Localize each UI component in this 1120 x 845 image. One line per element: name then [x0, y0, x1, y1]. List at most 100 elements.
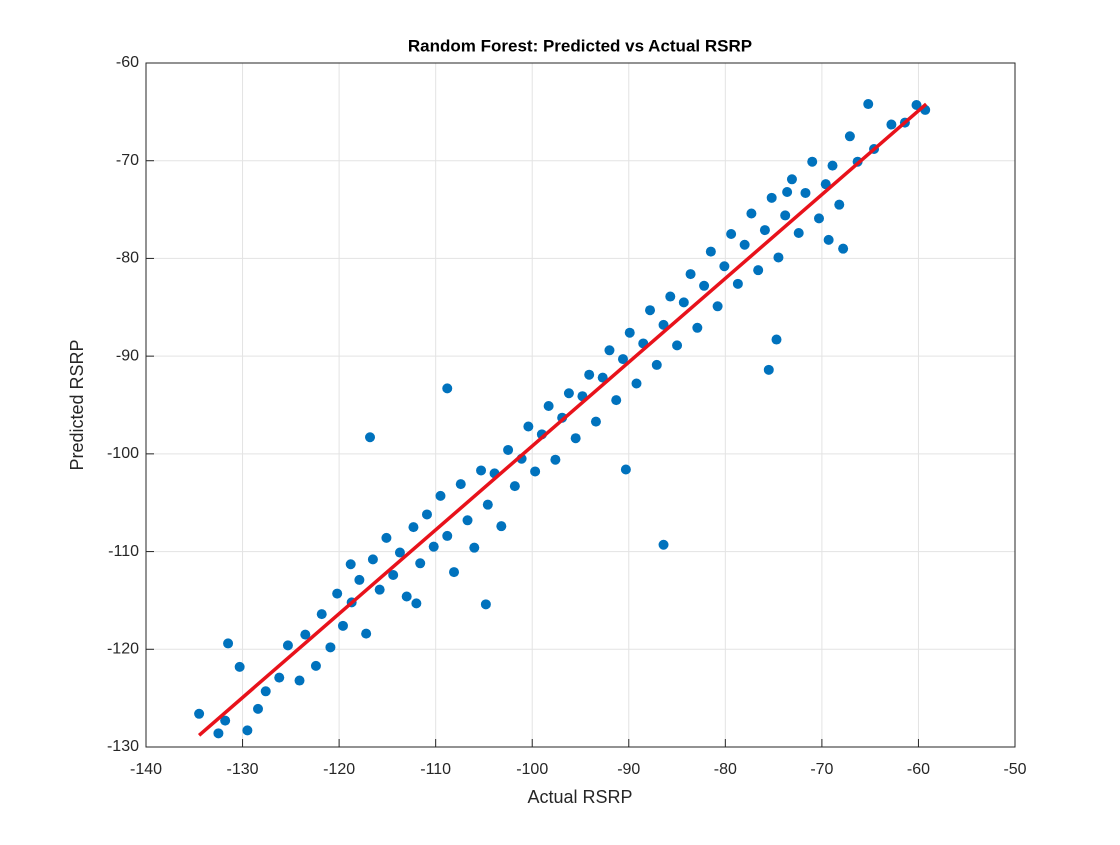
scatter-point [782, 186, 793, 197]
scatter-point [800, 187, 811, 198]
scatter-point [863, 99, 874, 110]
scatter-point [300, 629, 311, 640]
scatter-point [665, 291, 676, 302]
scatter-point [597, 372, 608, 383]
scatter-point [786, 174, 797, 185]
y-axis-label: Predicted RSRP [67, 339, 87, 470]
scatter-point [213, 728, 224, 739]
scatter-point [570, 433, 581, 444]
scatter-point [672, 340, 683, 351]
y-tick-label: -70 [116, 152, 139, 169]
scatter-point [651, 359, 662, 370]
scatter-point [523, 421, 534, 432]
chart-title: Random Forest: Predicted vs Actual RSRP [408, 36, 752, 55]
scatter-point [807, 156, 818, 167]
scatter-point [705, 246, 716, 257]
scatter-point [361, 628, 372, 639]
scatter-point [719, 261, 730, 272]
scatter-point [604, 345, 615, 356]
scatter-point [220, 715, 231, 726]
scatter-point [274, 672, 285, 683]
y-tick-label: -100 [107, 445, 139, 462]
scatter-point [813, 213, 824, 224]
scatter-point [732, 278, 743, 289]
scatter-point [530, 466, 541, 477]
scatter-point [793, 228, 804, 239]
scatter-point [645, 305, 656, 316]
y-tick-label: -110 [108, 543, 139, 560]
scatter-point [827, 160, 838, 171]
scatter-point [753, 265, 764, 276]
scatter-point [699, 280, 710, 291]
y-tick-label: -80 [116, 250, 139, 267]
scatter-point [759, 225, 770, 236]
scatter-point [685, 269, 696, 280]
scatter-point [310, 660, 321, 671]
scatter-point [316, 609, 327, 620]
scatter-point [766, 192, 777, 203]
scatter-point [712, 301, 723, 312]
scatter-point [374, 584, 385, 595]
scatter-point [242, 725, 253, 736]
x-tick-label: -100 [516, 761, 548, 778]
scatter-point [435, 490, 446, 501]
scatter-point [620, 464, 631, 475]
scatter-point [365, 432, 376, 443]
scatter-point [482, 499, 493, 510]
y-tick-label: -90 [116, 347, 139, 364]
x-tick-label: -140 [130, 761, 162, 778]
scatter-point [345, 559, 356, 570]
scatter-point [294, 675, 305, 686]
scatter-point [234, 661, 245, 672]
scatter-point [367, 554, 378, 565]
scatter-point [590, 416, 601, 427]
scatter-point [253, 703, 264, 714]
scatter-point [496, 521, 507, 532]
scatter-point [428, 541, 439, 552]
scatter-point [746, 208, 757, 219]
scatter-point [844, 131, 855, 142]
scatter-point [886, 119, 897, 130]
scatter-point [780, 210, 791, 221]
scatter-point [421, 509, 432, 520]
scatter-point [692, 322, 703, 333]
scatter-point [442, 383, 453, 394]
scatter-point [401, 591, 412, 602]
x-axis-label: Actual RSRP [527, 787, 632, 807]
x-tick-label: -90 [617, 761, 640, 778]
scatter-point [223, 638, 234, 649]
scatter-point [325, 642, 336, 653]
scatter-point [820, 179, 831, 190]
scatter-point [194, 708, 205, 719]
scatter-point [563, 388, 574, 399]
scatter-point [624, 327, 635, 338]
scatter-point [834, 199, 845, 210]
scatter-point [503, 444, 514, 455]
scatter-point [394, 547, 405, 558]
scatter-point [354, 574, 365, 585]
scatter-point [449, 567, 460, 578]
scatter-point [838, 243, 849, 254]
scatter-point [509, 481, 520, 492]
y-tick-label: -130 [107, 738, 139, 755]
x-tick-label: -120 [323, 761, 355, 778]
scatter-point [658, 539, 669, 550]
scatter-point [771, 334, 782, 345]
scatter-point [631, 378, 642, 389]
scatter-point [411, 598, 422, 609]
scatter-point [462, 515, 473, 526]
scatter-point [408, 522, 419, 533]
scatter-point [415, 558, 426, 569]
x-tick-label: -130 [227, 761, 259, 778]
scatter-point [476, 465, 487, 476]
scatter-point [381, 532, 392, 543]
scatter-point [455, 479, 466, 490]
scatter-point [763, 364, 774, 375]
x-tick-label: -80 [714, 761, 737, 778]
scatter-point [550, 454, 561, 465]
plot-frame [145, 62, 1016, 748]
scatter-point [480, 599, 491, 610]
scatter-point [617, 354, 628, 365]
